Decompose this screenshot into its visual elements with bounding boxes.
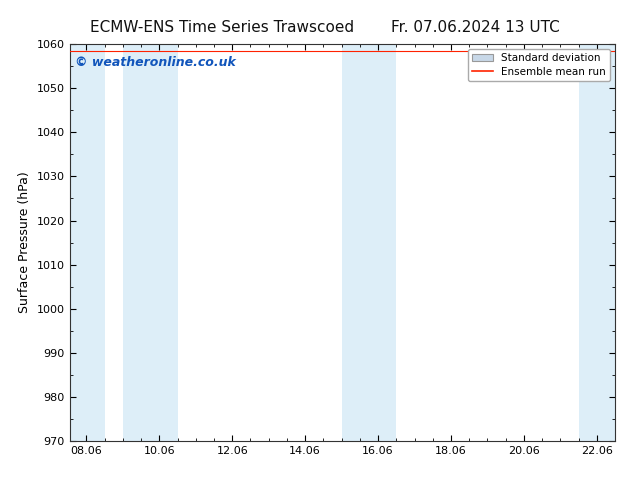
Bar xyxy=(123,44,178,441)
Y-axis label: Surface Pressure (hPa): Surface Pressure (hPa) xyxy=(18,172,31,314)
Bar xyxy=(579,44,615,441)
Bar xyxy=(342,44,396,441)
Bar xyxy=(70,44,105,441)
Legend: Standard deviation, Ensemble mean run: Standard deviation, Ensemble mean run xyxy=(467,49,610,81)
Text: © weatheronline.co.uk: © weatheronline.co.uk xyxy=(75,56,236,69)
Text: ECMW-ENS Time Series Trawscoed: ECMW-ENS Time Series Trawscoed xyxy=(90,20,354,35)
Text: Fr. 07.06.2024 13 UTC: Fr. 07.06.2024 13 UTC xyxy=(391,20,560,35)
